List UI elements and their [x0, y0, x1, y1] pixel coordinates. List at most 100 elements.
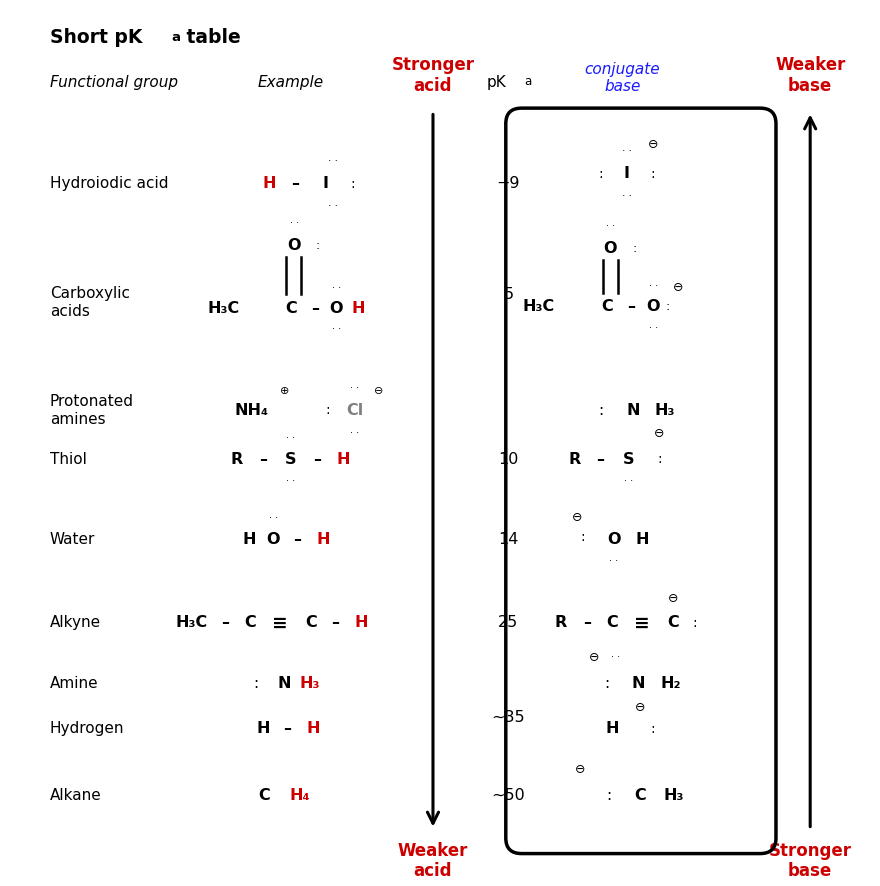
Text: Carboxylic
acids: Carboxylic acids — [49, 286, 129, 319]
Text: · ·: · · — [290, 219, 299, 229]
Text: 14: 14 — [498, 532, 518, 547]
Text: · ·: · · — [609, 556, 619, 566]
Text: N: N — [277, 676, 290, 691]
Text: –: – — [332, 616, 340, 630]
Text: · ·: · · — [622, 146, 632, 156]
Text: Weaker
acid: Weaker acid — [398, 842, 468, 881]
Text: ⊖: ⊖ — [648, 138, 658, 151]
Text: S: S — [285, 452, 297, 467]
Text: −9: −9 — [496, 176, 520, 191]
Text: Hydroiodic acid: Hydroiodic acid — [49, 176, 168, 191]
Text: ⊕: ⊕ — [280, 386, 290, 396]
Text: –: – — [291, 176, 299, 191]
Text: C: C — [601, 299, 612, 315]
Text: Example: Example — [258, 74, 324, 89]
Text: · ·: · · — [268, 513, 278, 523]
Text: ~35: ~35 — [492, 710, 525, 725]
Text: O: O — [607, 532, 620, 547]
Text: H: H — [243, 532, 256, 547]
Text: Thiol: Thiol — [49, 452, 86, 467]
Text: I: I — [624, 166, 630, 181]
Text: :: : — [253, 676, 259, 691]
Text: H₃: H₃ — [664, 788, 684, 803]
Text: Stronger
base: Stronger base — [769, 842, 852, 881]
Text: ⊖: ⊖ — [634, 701, 645, 714]
Text: a: a — [172, 31, 180, 43]
Text: :: : — [651, 722, 656, 735]
Text: –: – — [627, 299, 635, 315]
Text: H: H — [605, 721, 619, 736]
Text: I: I — [323, 176, 329, 191]
Text: H: H — [317, 532, 330, 547]
Text: · ·: · · — [624, 476, 634, 486]
Text: H₃: H₃ — [655, 403, 675, 418]
Text: 5: 5 — [503, 286, 514, 301]
Text: C: C — [244, 616, 255, 630]
Text: · ·: · · — [332, 324, 341, 334]
Text: :: : — [350, 177, 355, 190]
Text: ⊖: ⊖ — [572, 510, 582, 524]
Text: C: C — [606, 616, 618, 630]
Text: O: O — [288, 238, 301, 253]
Text: ⊖: ⊖ — [589, 651, 599, 664]
Text: Cl: Cl — [347, 403, 363, 418]
Text: H: H — [352, 301, 365, 316]
Text: :: : — [666, 300, 671, 314]
Text: · ·: · · — [350, 383, 359, 392]
Text: O: O — [647, 299, 660, 315]
Text: Alkyne: Alkyne — [49, 616, 101, 630]
Text: · ·: · · — [605, 221, 615, 231]
Text: ⊖: ⊖ — [654, 427, 664, 440]
Text: H: H — [337, 452, 350, 467]
Text: Stronger
acid: Stronger acid — [392, 56, 474, 95]
Text: C: C — [667, 616, 679, 630]
Text: S: S — [623, 452, 634, 467]
Text: Short pK: Short pK — [49, 28, 142, 47]
Text: ≡: ≡ — [634, 613, 649, 633]
Text: H: H — [262, 176, 275, 191]
Text: ~50: ~50 — [492, 788, 525, 803]
Text: NH₄: NH₄ — [234, 403, 268, 418]
Text: 10: 10 — [498, 452, 518, 467]
Text: :: : — [598, 403, 603, 418]
Text: · ·: · · — [622, 190, 632, 201]
Text: :: : — [326, 403, 330, 417]
Text: Water: Water — [49, 532, 95, 547]
Text: –: – — [312, 301, 319, 316]
Text: Alkane: Alkane — [49, 788, 101, 803]
Text: R: R — [231, 452, 243, 467]
Text: :: : — [651, 167, 656, 181]
Text: pK: pK — [487, 74, 506, 89]
Text: H: H — [307, 721, 320, 736]
Text: :: : — [581, 530, 585, 544]
Text: ≡: ≡ — [272, 613, 288, 633]
Text: :: : — [606, 788, 612, 803]
Text: :: : — [657, 453, 662, 466]
Text: · ·: · · — [328, 157, 338, 167]
Text: N: N — [627, 403, 640, 418]
Text: H: H — [355, 616, 368, 630]
Text: :: : — [598, 167, 603, 181]
Text: :: : — [315, 239, 319, 253]
Text: ⊖: ⊖ — [673, 281, 684, 293]
Text: Hydrogen: Hydrogen — [49, 721, 124, 736]
Text: 25: 25 — [498, 616, 518, 630]
Text: · ·: · · — [350, 428, 359, 438]
Text: · ·: · · — [286, 476, 296, 486]
Text: ⊖: ⊖ — [668, 592, 678, 605]
Text: –: – — [313, 452, 321, 467]
Text: · ·: · · — [328, 201, 338, 211]
Text: –: – — [597, 452, 605, 467]
Text: C: C — [285, 301, 297, 316]
Text: table: table — [180, 28, 241, 47]
Text: · ·: · · — [649, 323, 657, 332]
Text: · ·: · · — [649, 282, 657, 291]
Text: R: R — [555, 616, 568, 630]
Text: H₃: H₃ — [300, 676, 320, 691]
Text: C: C — [634, 788, 646, 803]
Text: H₃C: H₃C — [522, 299, 554, 315]
Text: :: : — [633, 242, 637, 255]
Text: · ·: · · — [611, 652, 620, 663]
Text: · ·: · · — [332, 283, 341, 293]
Text: H₄: H₄ — [290, 788, 310, 803]
